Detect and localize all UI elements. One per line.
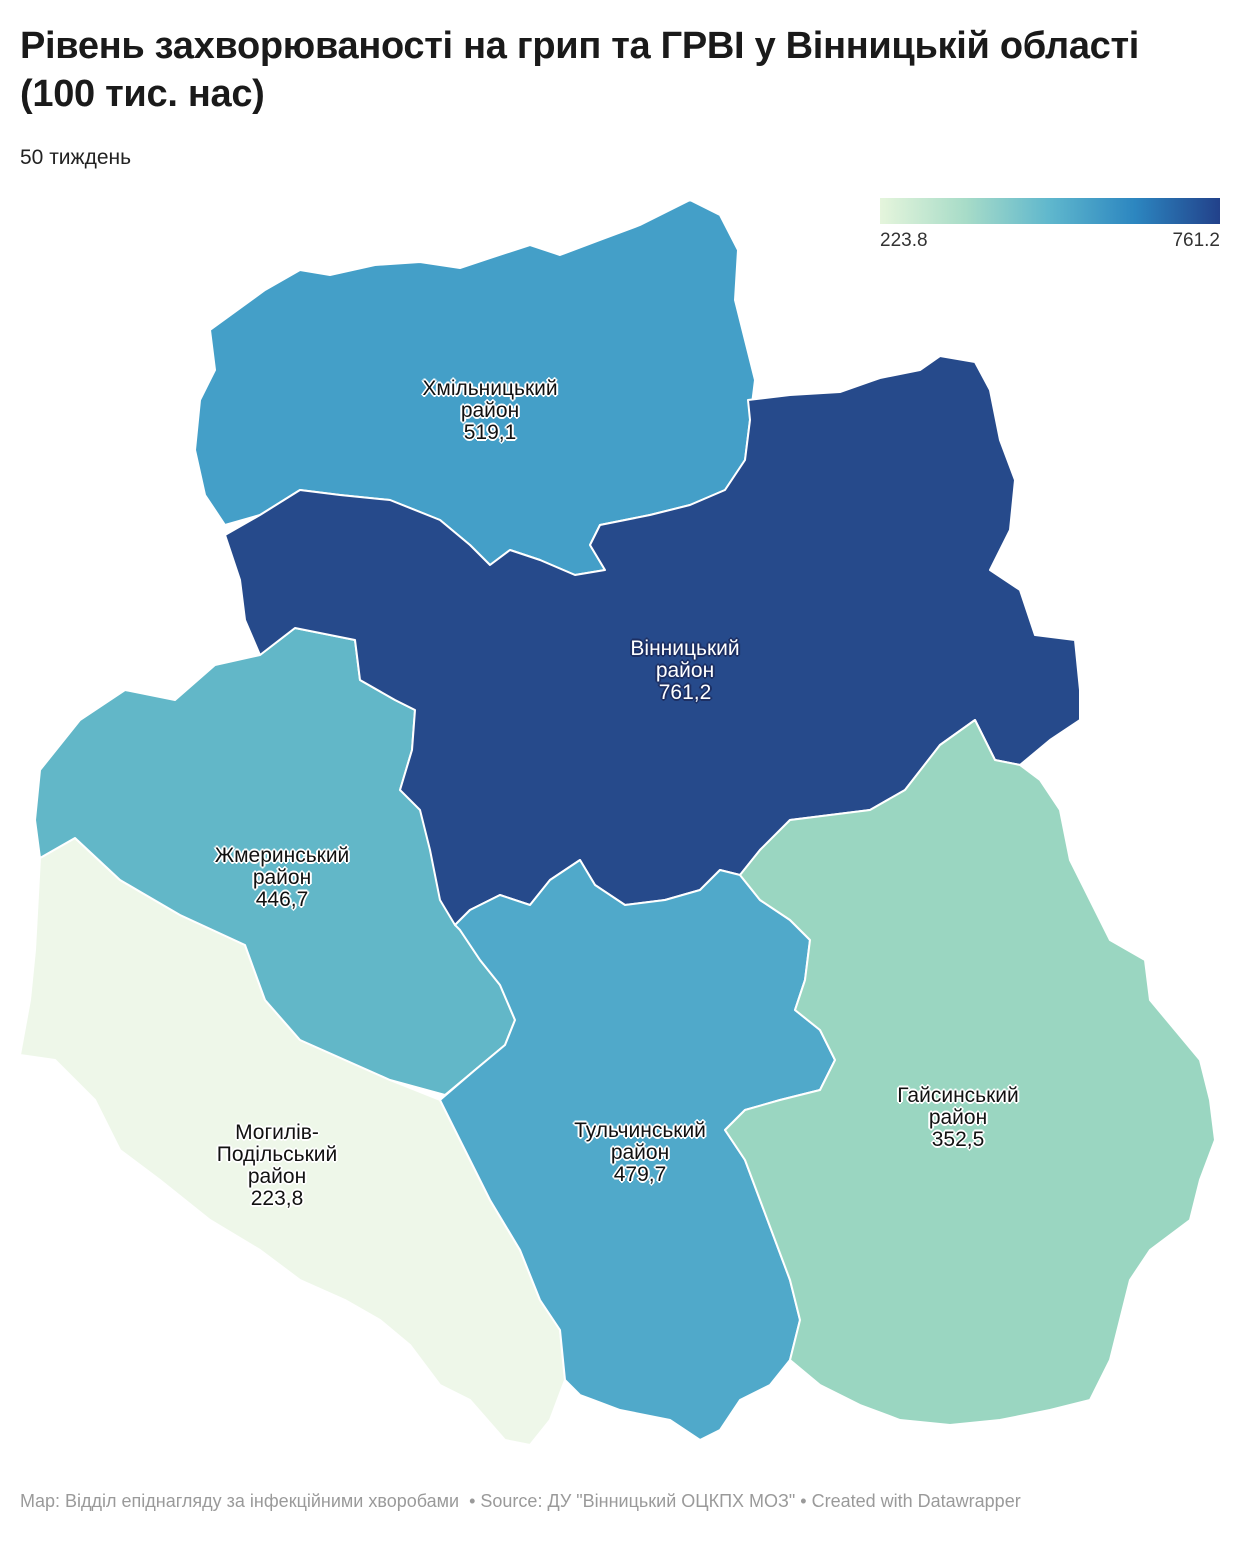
region-name: район [460,399,520,422]
region-value: 479,7 [613,1163,667,1186]
created-with[interactable]: Created with Datawrapper [811,1491,1021,1511]
region-value: 519,1 [463,421,517,444]
source-credit: Source: ДУ "Вінницький ОЦКПХ МОЗ" [480,1491,796,1511]
chart-title: Рівень захворюваності на грип та ГРВІ у … [20,25,1140,115]
label-zhmerynskyi: Жмеринський район 446,7 [162,845,402,911]
region-name: район [928,1106,988,1129]
region-name: Вінницький [630,637,740,660]
legend-min-label: 223.8 [880,230,928,251]
region-name: район [655,659,715,682]
region-value: 446,7 [255,888,309,911]
label-tulchynskyi: Тульчинський район 479,7 [520,1120,760,1186]
region-name: район [247,1165,307,1188]
legend-max-label: 761.2 [1172,230,1220,251]
region-name: район [252,866,312,889]
region-name: Гайсинський [897,1084,1019,1107]
label-mohyliv-podilskyi: Могилів- Подільський район 223,8 [157,1122,397,1210]
region-name: Хмільницький [422,377,558,400]
chart-subtitle: 50 тиждень [20,146,132,169]
region-value: 352,5 [931,1128,985,1151]
region-value: 223,8 [250,1187,304,1210]
label-khmilnytskyi: Хмільницький район 519,1 [370,378,610,444]
map-credit: Map: Відділ епіднагляду за інфекційними … [20,1491,460,1511]
color-legend: 223.8 761.2 [880,198,1220,258]
chart-footer: Map: Відділ епіднагляду за інфекційними … [20,1491,1021,1511]
region-name: Могилів- [235,1121,319,1144]
region-value: 761,2 [658,681,712,704]
label-haisynskyi: Гайсинський район 352,5 [838,1085,1078,1151]
region-name: Жмеринський [214,844,350,867]
legend-gradient-bar [880,198,1220,224]
region-haisynskyi[interactable] [724,719,1216,1426]
label-vinnytskyi: Вінницький район 761,2 [565,638,805,704]
region-vinnytskyi[interactable] [224,355,1081,926]
region-name: Подільський [216,1143,338,1166]
region-name: Тульчинський [574,1119,706,1142]
region-name: район [610,1141,670,1164]
